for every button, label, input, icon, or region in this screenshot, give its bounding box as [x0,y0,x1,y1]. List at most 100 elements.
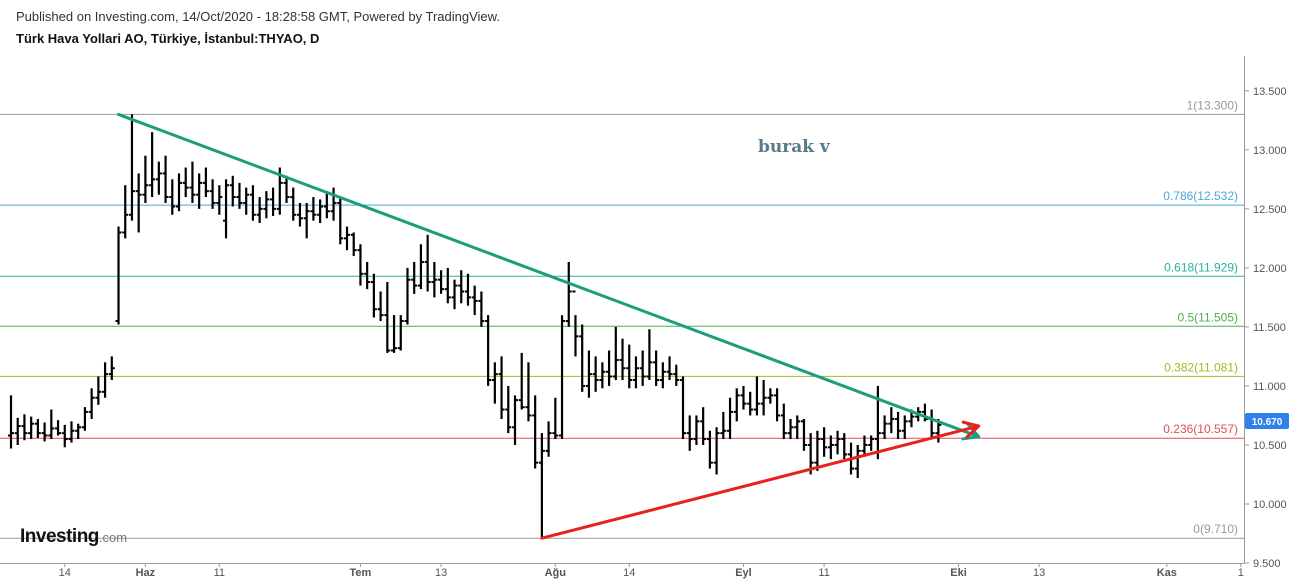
fib-label: 0.618(11.929) [1164,260,1238,274]
ohlc-bar [303,202,310,239]
ohlc-bar [202,167,209,198]
ohlc-bar [28,416,35,440]
ohlc-bar [854,444,861,479]
price-tick-label: 11.000 [1253,381,1286,393]
fib-label: 0.382(11.081) [1164,360,1238,374]
ohlc-bar [68,421,75,443]
ohlc-bar [229,175,236,207]
ohlc-bar [780,403,787,440]
ohlc-bar [236,182,243,209]
time-tick-label: Eyl [735,567,752,579]
price-tick-label: 12.000 [1253,263,1287,275]
ohlc-bar [868,435,875,451]
ohlc-bar [458,270,465,304]
ohlc-bar [283,175,290,203]
ohlc-bar [888,407,895,434]
ohlc-bar [370,273,377,318]
ohlc-bar [532,395,539,469]
ohlc-bar [700,407,707,445]
ohlc-bar [538,433,545,539]
ohlc-bar [81,407,88,431]
price-tick-label: 13.000 [1253,145,1287,157]
ohlc-bar [102,362,109,398]
ohlc-bar [88,388,95,419]
ohlc-bar [901,415,908,440]
ohlc-bar [444,267,451,304]
price-tick-label: 9.500 [1253,558,1281,570]
ohlc-bar [881,415,888,440]
ohlc-bar [693,415,700,445]
ohlc-bar [606,350,613,386]
author-label: burak v [758,137,831,157]
ohlc-bar [330,187,337,221]
ohlc-bar [471,285,478,316]
ohlc-bar [653,350,660,386]
ohlc-bar [48,409,55,440]
ohlc-bars [8,114,942,539]
ohlc-bar [8,395,14,449]
ohlc-bar [397,315,404,351]
ohlc-bar [176,173,182,212]
ohlc-bar [518,352,525,410]
ohlc-bar [270,187,277,216]
ohlc-bar [108,356,115,381]
trendline-arrowhead [961,420,981,439]
ohlc-bar [552,397,559,440]
price-tick-label: 13.500 [1253,86,1287,98]
ohlc-bar [666,356,673,381]
ohlc-bar [350,232,357,257]
published-notice: Published on Investing.com, 14/Oct/2020 … [16,9,500,24]
ohlc-bar [169,179,176,215]
ohlc-bar [404,267,411,325]
ohlc-bar [189,161,196,203]
ohlc-bar [310,197,317,221]
ohlc-bar [209,179,216,209]
ohlc-bar [680,376,686,440]
ohlc-bar [34,418,41,438]
ohlc-bar [861,435,868,457]
ohlc-bar [512,395,518,445]
ohlc-bar [686,415,693,451]
time-tick-label: Eki [950,567,967,579]
ohlc-bar [559,315,566,440]
ohlc-bar [774,388,781,422]
ohlc-bar [344,226,350,251]
fib-label: 0.5(11.505) [1178,310,1239,324]
ohlc-bar [733,388,740,422]
ohlc-bar [612,326,619,381]
ohlc-bar [142,155,149,203]
ohlc-bar [149,132,156,198]
ohlc-bar [317,199,324,224]
ohlc-bar [162,155,169,203]
ohlc-bar [249,185,256,221]
ohlc-bar [525,362,532,422]
last-price-tag: 10.670 [1245,413,1289,429]
ohlc-bar [491,362,498,404]
ohlc-bar [216,185,223,215]
ohlc-bar [115,226,122,325]
ohlc-bar [841,433,848,460]
time-tick-label: 13 [1033,567,1045,579]
ohlc-bar [417,244,424,290]
ohlc-bar [928,409,935,440]
ohlc-bar [659,362,666,389]
ohlc-bar [290,187,297,221]
logo-main-text: Investing [20,526,99,547]
price-axis[interactable]: 13.500 13.000 12.500 12.000 11.500 11.000 10.5… [1244,56,1287,570]
price-tick-label: 11.500 [1253,322,1286,334]
ohlc-bar [256,197,263,224]
ohlc-bar [619,338,626,381]
ohlc-bar [122,185,129,239]
ohlc-bar [41,422,48,442]
ohlc-bar [673,364,680,386]
time-axis[interactable]: 14 Haz 11 Tem 13 Ağu 14 Eyl 11 Eki 13 Kas 1 [0,563,1244,579]
time-tick-label: Haz [136,567,156,579]
ohlc-bar [821,427,828,457]
trendline-descending [117,112,981,439]
investing-logo: Investing.com [20,526,127,548]
ohlc-bar [485,315,492,386]
time-tick-label: Tem [350,567,372,579]
ohlc-bar [713,427,720,475]
ohlc-bar [639,350,646,386]
